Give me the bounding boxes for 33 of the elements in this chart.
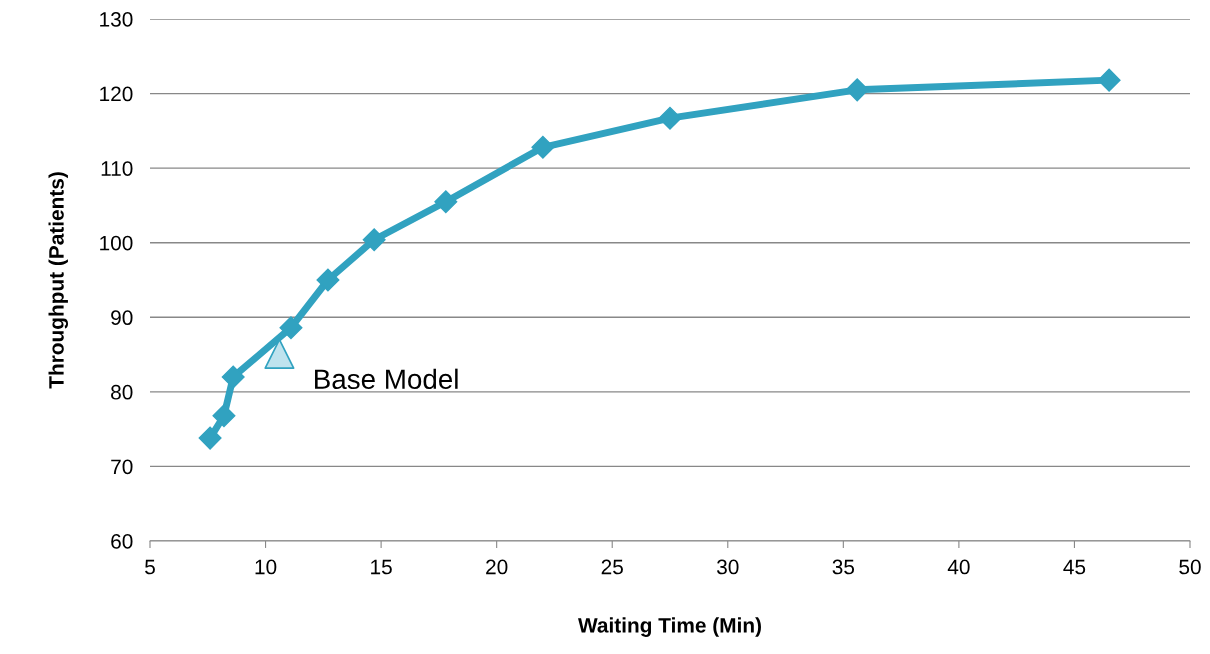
point bbox=[221, 365, 245, 389]
x-tick-label: 50 bbox=[1179, 559, 1201, 575]
point bbox=[1097, 68, 1121, 92]
x-tick-label: 10 bbox=[255, 559, 277, 575]
point bbox=[316, 268, 340, 292]
point bbox=[279, 316, 303, 340]
x-tick-label: 5 bbox=[145, 559, 155, 575]
point bbox=[658, 106, 682, 130]
point bbox=[531, 135, 555, 159]
x-tick-label: 35 bbox=[832, 559, 855, 575]
y-tick-label: 70 bbox=[111, 459, 133, 475]
y-tick-label: 130 bbox=[100, 12, 133, 27]
annotation: Base Model bbox=[315, 368, 458, 390]
point bbox=[198, 426, 222, 450]
x-tick-label: 15 bbox=[371, 559, 392, 575]
y-axis-title: Throughput (Patients) bbox=[48, 172, 69, 389]
point bbox=[845, 78, 869, 102]
point bbox=[264, 338, 295, 369]
point bbox=[362, 228, 386, 252]
x-tick-label: 20 bbox=[486, 559, 508, 575]
x-tick-label: 25 bbox=[601, 559, 623, 575]
point bbox=[212, 404, 236, 428]
x-tick-label: 30 bbox=[716, 559, 739, 575]
y-tick-label: 110 bbox=[101, 161, 133, 176]
y-tick-label: 100 bbox=[100, 235, 133, 251]
y-tick-label: 60 bbox=[111, 534, 133, 549]
y-tick-label: 80 bbox=[111, 384, 133, 400]
x-tick-label: 45 bbox=[1063, 559, 1086, 575]
x-axis-title: Waiting Time (Min) bbox=[578, 617, 761, 637]
point bbox=[434, 190, 458, 214]
y-tick-label: 90 bbox=[111, 310, 133, 326]
y-tick-label: 120 bbox=[100, 86, 133, 102]
x-tick-label: 40 bbox=[947, 559, 970, 575]
